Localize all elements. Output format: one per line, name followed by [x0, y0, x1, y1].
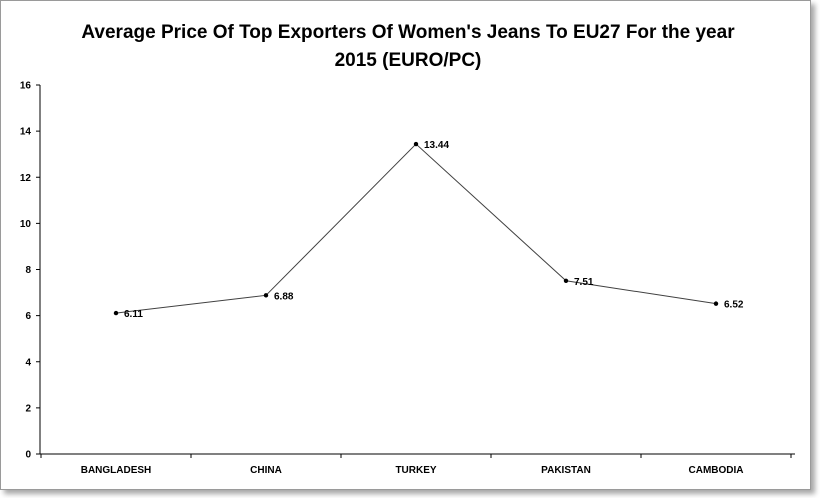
y-tick-label: 16	[20, 81, 32, 92]
y-tick-label: 0	[25, 450, 31, 461]
chart-title-line-1: Average Price Of Top Exporters Of Women'…	[81, 22, 735, 43]
data-point	[413, 141, 419, 147]
data-point	[113, 310, 119, 316]
x-tick-label: TURKEY	[395, 465, 436, 476]
x-tick-label: CHINA	[250, 465, 282, 476]
chart-frame	[0, 0, 811, 490]
y-tick-label: 8	[25, 265, 31, 276]
y-tick-label: 10	[20, 219, 32, 230]
y-tick-label: 6	[25, 311, 31, 322]
data-label: 6.11	[124, 309, 143, 320]
series-group: 6.11 6.88 13.44 7.51 6.52	[113, 140, 744, 320]
y-tick-label: 12	[20, 173, 32, 184]
y-tick-label: 14	[20, 127, 32, 138]
data-point	[263, 293, 269, 298]
chart-title-line-2: 2015 (EURO/PC)	[335, 50, 482, 71]
data-label: 13.44	[424, 140, 449, 151]
series-line	[115, 143, 717, 314]
data-label: 6.88	[274, 291, 294, 302]
data-label: 7.51	[574, 277, 594, 288]
y-tick-label: 4	[25, 357, 31, 368]
x-tick-label: PAKISTAN	[541, 465, 591, 476]
data-point	[563, 278, 569, 284]
x-tick-label: BANGLADESH	[81, 465, 152, 476]
data-point	[713, 301, 719, 306]
data-label: 6.52	[724, 300, 744, 311]
y-tick-label: 2	[25, 403, 31, 414]
x-tick-label: CAMBODIA	[689, 465, 744, 476]
axes: 0 2 4 6 8 10 12 14 16 BANGLADESH CHINA TURKEY PAKIST…	[20, 81, 795, 476]
